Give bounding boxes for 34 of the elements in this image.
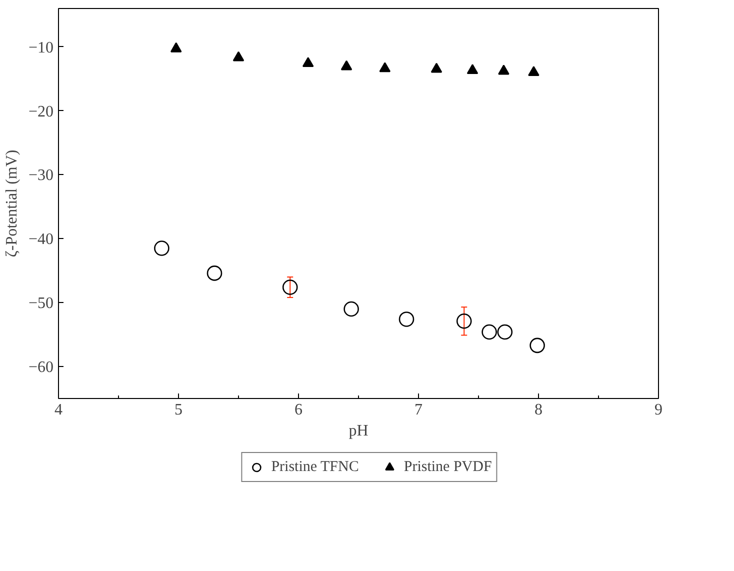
x-tick-label: 7 bbox=[414, 402, 422, 418]
y-tick-label: −30 bbox=[28, 167, 54, 184]
point bbox=[170, 42, 182, 52]
x-tick-label: 4 bbox=[54, 402, 62, 418]
y-tick-label: −50 bbox=[28, 295, 54, 312]
y-tick-label: −40 bbox=[28, 231, 54, 248]
x-tick-label: 6 bbox=[294, 402, 302, 418]
x-tick-label: 9 bbox=[654, 402, 662, 418]
point bbox=[497, 324, 513, 340]
point bbox=[430, 62, 442, 73]
point bbox=[466, 64, 478, 74]
point bbox=[154, 240, 170, 256]
point bbox=[379, 62, 391, 72]
y-tick-label: −60 bbox=[28, 359, 54, 376]
x-tick-label: 8 bbox=[534, 402, 542, 418]
point bbox=[398, 312, 414, 327]
point bbox=[282, 280, 298, 295]
point bbox=[340, 60, 352, 70]
x-tick-label: 5 bbox=[174, 402, 182, 418]
point bbox=[498, 64, 510, 75]
point bbox=[232, 51, 244, 62]
point bbox=[344, 301, 359, 317]
legend-label: Pristine PVDF bbox=[404, 458, 492, 476]
point bbox=[482, 324, 497, 340]
y-tick-label: −10 bbox=[28, 39, 54, 56]
y-axis-title: ζ-Potential (mV) bbox=[3, 150, 20, 258]
point bbox=[206, 266, 222, 281]
point bbox=[456, 314, 472, 329]
y-tick-label: −20 bbox=[28, 103, 54, 120]
x-axis-title: pH bbox=[348, 422, 369, 440]
legend-label: Pristine TFNC bbox=[271, 458, 359, 476]
point bbox=[528, 66, 540, 76]
point bbox=[530, 338, 545, 354]
point bbox=[302, 57, 314, 68]
